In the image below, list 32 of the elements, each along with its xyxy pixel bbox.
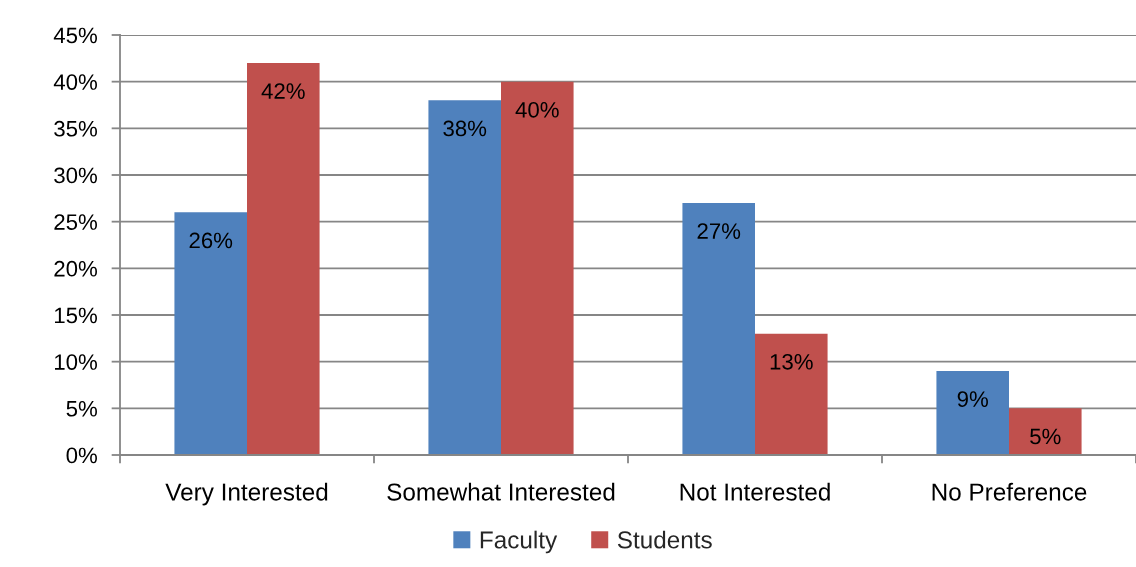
bar	[428, 100, 501, 455]
data-label: 38%	[443, 120, 487, 137]
x-tick-label: No Preference	[932, 482, 1087, 501]
bar	[755, 333, 828, 455]
bar	[174, 212, 247, 455]
legend-label: Students	[617, 530, 712, 549]
y-tick-label: 5%	[66, 400, 97, 417]
y-tick-label: 0%	[66, 447, 97, 464]
data-label: 40%	[515, 101, 559, 118]
bar	[1009, 408, 1082, 455]
data-label: 26%	[189, 232, 233, 249]
data-label: 13%	[770, 353, 813, 370]
y-tick-label: 10%	[55, 354, 97, 370]
y-tick-label: 15%	[55, 307, 97, 324]
x-tick-label: Somewhat Interested	[387, 482, 615, 501]
y-tick-label: 25%	[54, 214, 97, 230]
bar	[247, 63, 320, 455]
bar	[936, 371, 1009, 455]
bar	[501, 81, 574, 455]
data-label: 9%	[957, 391, 988, 407]
data-label: 5%	[1030, 428, 1061, 445]
x-tick-label: Not Interested	[680, 482, 830, 501]
y-tick-label: 35%	[54, 120, 97, 137]
data-label: 27%	[697, 223, 741, 239]
y-tick-label: 20%	[54, 260, 97, 277]
y-tick-label: 40%	[53, 74, 97, 90]
data-label: 42%	[261, 83, 305, 99]
bar	[682, 203, 755, 455]
y-tick-label: 30%	[54, 167, 97, 184]
legend-label: Faculty	[480, 530, 558, 554]
x-tick-label: Very Interested	[165, 482, 328, 506]
y-tick-label: 45%	[53, 27, 97, 44]
